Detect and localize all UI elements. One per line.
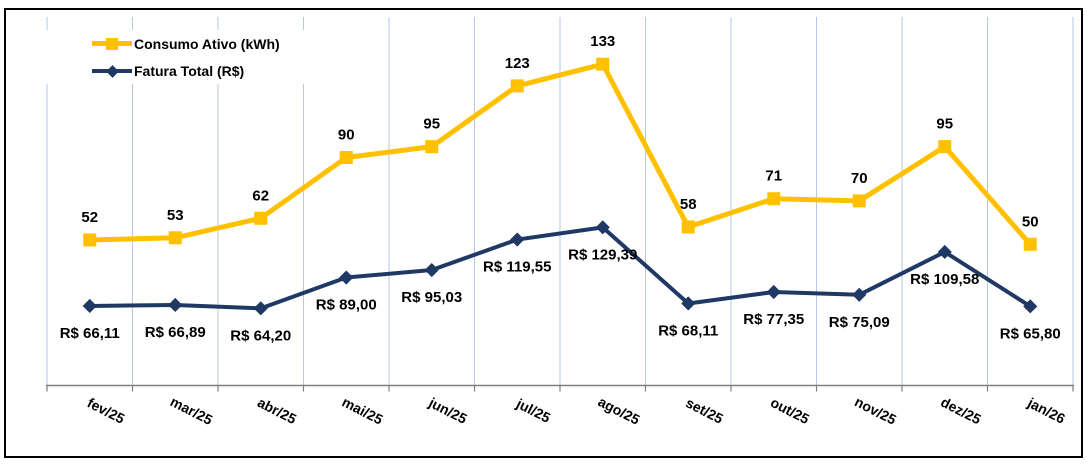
data-label: 50 (1022, 213, 1039, 230)
consumo-series-swatch (92, 30, 132, 57)
data-label: R$ 64,20 (230, 327, 291, 344)
x-axis-label: out/25 (768, 394, 812, 427)
square-marker-icon (767, 192, 781, 206)
fatura-series-swatch (92, 57, 132, 84)
data-label: R$ 109,58 (910, 271, 979, 288)
chart-border (4, 8, 1083, 458)
diamond-marker-icon (595, 220, 610, 235)
data-label: R$ 65,80 (1000, 325, 1061, 342)
square-marker-icon (83, 233, 97, 247)
square-marker-icon (681, 220, 695, 234)
diamond-marker-icon (681, 296, 696, 311)
data-label: 133 (590, 33, 615, 50)
x-axis-label: abr/25 (255, 394, 299, 427)
data-label: 95 (423, 116, 440, 133)
diamond-marker-icon (105, 64, 119, 78)
data-label: 52 (81, 209, 98, 226)
x-axis-label: mai/25 (339, 394, 385, 428)
square-marker-icon (106, 37, 118, 50)
square-marker-icon (168, 231, 182, 245)
legend-item-fatura[interactable]: Fatura Total (R$) (92, 57, 366, 84)
data-label: 62 (252, 187, 269, 204)
data-label: R$ 68,11 (658, 322, 718, 339)
legend-label-consumo: Consumo Ativo (kWh) (134, 35, 280, 52)
square-marker-icon (852, 194, 866, 208)
series-line-fatura (87, 225, 1033, 311)
square-marker-icon (938, 140, 952, 154)
x-axis-label: nov/25 (852, 393, 899, 427)
x-axis-label: jan/26 (1024, 394, 1068, 427)
x-axis-label: set/25 (683, 394, 726, 426)
data-label: 53 (167, 207, 184, 224)
series-line-consumo (87, 61, 1033, 247)
square-marker-icon (425, 140, 439, 154)
data-label: 58 (680, 196, 697, 213)
square-marker-icon (510, 79, 524, 93)
data-label: 90 (338, 127, 355, 144)
diamond-marker-icon (1023, 299, 1038, 314)
x-axis-label: jul/25 (513, 395, 553, 426)
data-label: R$ 119,55 (483, 259, 551, 276)
x-axis-label: jun/25 (425, 394, 469, 427)
legend-item-consumo[interactable]: Consumo Ativo (kWh) (92, 30, 366, 57)
data-label: R$ 66,11 (60, 325, 120, 342)
data-label: R$ 75,09 (829, 314, 890, 331)
diamond-marker-icon (852, 287, 867, 302)
diamond-marker-icon (339, 270, 354, 285)
data-label: 123 (505, 55, 530, 72)
diamond-marker-icon (766, 284, 781, 300)
data-label: 70 (851, 170, 868, 187)
diamond-marker-icon (253, 301, 268, 316)
square-marker-icon (254, 211, 268, 225)
chart-legend: Consumo Ativo (kWh) Fatura Total (R$) (44, 30, 366, 84)
diamond-marker-icon (937, 244, 952, 260)
diamond-marker-icon (82, 298, 97, 314)
legend-label-fatura: Fatura Total (R$) (134, 62, 245, 79)
data-label: 95 (936, 116, 953, 133)
square-marker-icon (339, 151, 353, 164)
x-axis-label: dez/25 (938, 394, 984, 428)
data-label: R$ 77,35 (743, 311, 804, 328)
diamond-marker-icon (424, 262, 439, 278)
data-label: R$ 129,39 (568, 246, 637, 263)
data-label: R$ 95,03 (401, 289, 462, 306)
diamond-marker-icon (510, 232, 525, 247)
x-axis-label: mar/25 (168, 393, 216, 428)
x-axis-label: ago/25 (596, 393, 643, 427)
data-label: R$ 66,89 (145, 324, 206, 341)
x-axis-label: fev/25 (85, 394, 128, 426)
data-label: R$ 89,00 (316, 297, 377, 314)
data-label: 71 (765, 168, 782, 185)
square-marker-icon (1023, 237, 1037, 251)
diamond-marker-icon (168, 297, 183, 313)
square-marker-icon (596, 57, 610, 71)
